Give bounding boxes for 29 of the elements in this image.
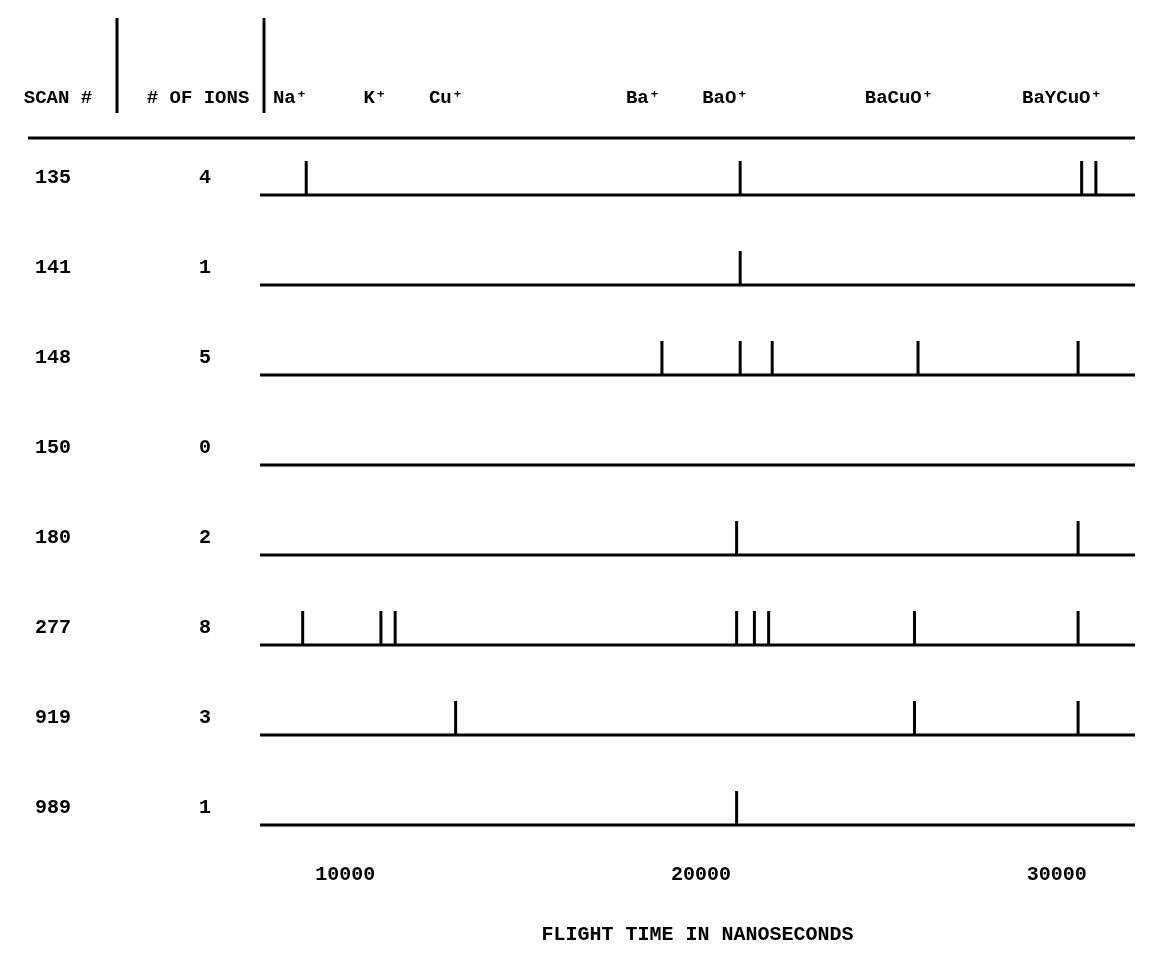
- y-axis-title: 148: [34, 346, 72, 369]
- y-axis-title: 180: [34, 526, 72, 549]
- y2-axis-title: 1: [198, 256, 212, 279]
- y-axis-title: 919: [34, 706, 72, 729]
- text: 0: [198, 436, 212, 459]
- text: BaCuO⁺: [864, 87, 934, 109]
- text: 150: [34, 436, 72, 459]
- x-tick-label: 10000: [315, 863, 376, 886]
- y-axis-title: 989: [34, 796, 72, 819]
- text: Na⁺: [272, 87, 308, 109]
- y-axis-title: 141: [34, 256, 72, 279]
- text: BaO⁺: [702, 87, 748, 109]
- y-axis-title: 277: [34, 616, 72, 639]
- x-tick-label: 20000: [671, 863, 732, 886]
- text: K⁺: [363, 87, 387, 109]
- text: Cu⁺: [428, 87, 464, 109]
- y2-axis-title: 8: [198, 616, 212, 639]
- text: Ba⁺: [625, 87, 661, 109]
- y2-axis-title: 5: [198, 346, 212, 369]
- x-tick-label: 30000: [1026, 863, 1087, 886]
- text: # OF IONS: [146, 87, 250, 109]
- y2-axis-title: 2: [198, 526, 212, 549]
- y2-axis-title: 4: [198, 166, 212, 189]
- y2-axis-title: 1: [198, 796, 212, 819]
- text: BaYCuO⁺: [1022, 87, 1102, 109]
- y2-axis-title: 3: [198, 706, 212, 729]
- text: SCAN #: [23, 87, 93, 109]
- y-axis-title: 135: [34, 166, 72, 189]
- x-axis-title: FLIGHT TIME IN NANOSECONDS: [541, 923, 854, 946]
